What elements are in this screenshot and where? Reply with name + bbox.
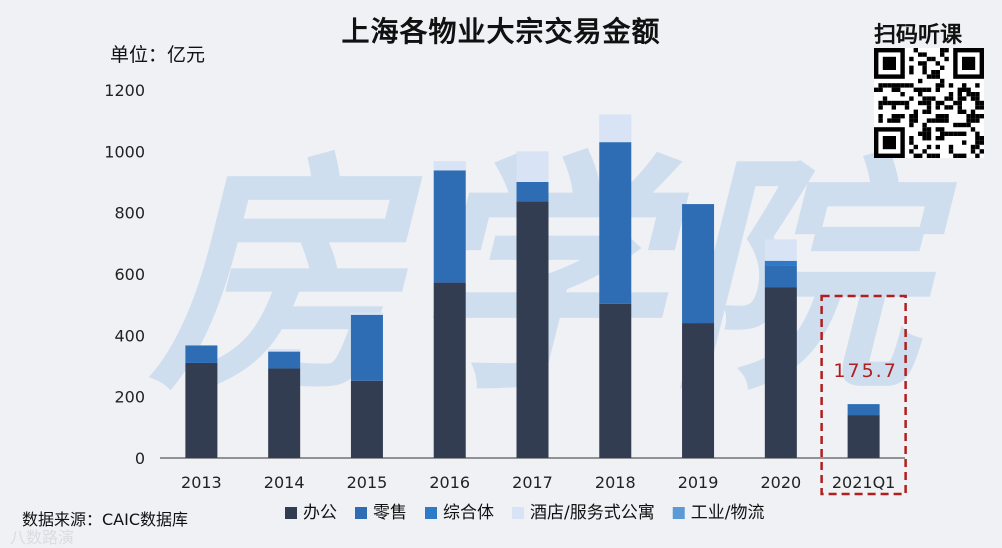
x-tick-label: 2017 [512, 473, 553, 492]
y-tick-label: 800 [114, 204, 145, 223]
bar-零售-2013 [185, 345, 218, 363]
bar-办公-2018 [599, 303, 632, 458]
legend-label: 综合体 [443, 503, 494, 523]
legend-label: 工业/物流 [691, 503, 765, 523]
x-tick-label: 2019 [678, 473, 719, 492]
bar-零售-2021Q1 [847, 404, 880, 416]
x-tick-label: 2016 [429, 473, 470, 492]
bar-酒店/服务式公寓-2016 [433, 161, 466, 171]
y-tick-label: 0 [135, 449, 145, 468]
qr-code-icon[interactable] [874, 48, 984, 158]
bar-综合体-2020 [764, 260, 797, 266]
chart-title: 上海各物业大宗交易金额 [341, 15, 661, 48]
bar-零售-2020 [764, 265, 797, 288]
y-tick-label: 400 [114, 326, 145, 345]
data-source: 数据来源：CAIC数据库 [22, 510, 189, 529]
bar-酒店/服务式公寓-2015 [350, 312, 383, 315]
x-tick-label: 2018 [595, 473, 636, 492]
legend-swatch-综合体 [425, 507, 437, 519]
legend-swatch-零售 [355, 507, 367, 519]
bar-酒店/服务式公寓-2017 [516, 151, 549, 182]
bar-酒店/服务式公寓-2018 [599, 114, 632, 143]
bar-办公-2017 [516, 201, 549, 458]
bar-零售-2019 [682, 204, 715, 324]
bar-零售-2014 [268, 351, 301, 369]
legend-swatch-办公 [285, 507, 297, 519]
x-tick-label: 2015 [347, 473, 388, 492]
x-tick-label: 2020 [760, 473, 801, 492]
bar-零售-2015 [350, 314, 383, 381]
bar-酒店/服务式公寓-2014 [268, 349, 301, 352]
y-tick-label: 1200 [104, 81, 145, 100]
legend-label: 酒店/服务式公寓 [530, 503, 655, 523]
bar-办公-2013 [185, 362, 218, 458]
x-tick-label: 2021Q1 [832, 473, 896, 492]
annotation-label: 175.7 [833, 360, 897, 382]
x-tick-label: 2013 [181, 473, 222, 492]
x-tick-label: 2014 [264, 473, 305, 492]
bar-办公-2019 [682, 323, 715, 458]
corner-watermark: 八数路演 [10, 528, 75, 547]
bar-办公-2016 [433, 282, 466, 458]
y-tick-label: 1000 [104, 142, 145, 161]
bar-办公-2020 [764, 287, 797, 458]
legend-label: 办公 [303, 503, 337, 523]
legend-swatch-酒店/服务式公寓 [512, 507, 524, 519]
bar-办公-2015 [350, 380, 383, 458]
legend-swatch-工业/物流 [672, 507, 685, 519]
y-axis-unit-label: 单位：亿元 [110, 44, 206, 66]
bar-零售-2017 [516, 182, 549, 202]
bar-零售-2018 [599, 142, 632, 304]
bar-办公-2014 [268, 368, 301, 458]
bar-零售-2016 [433, 170, 466, 283]
y-tick-label: 600 [114, 265, 145, 284]
y-tick-label: 200 [114, 388, 145, 407]
qr-label: 扫码听课 [874, 23, 963, 48]
bar-办公-2021Q1 [847, 415, 880, 458]
bar-酒店/服务式公寓-2020 [764, 239, 797, 261]
legend-label: 零售 [373, 503, 407, 523]
annotation-box [820, 294, 907, 496]
